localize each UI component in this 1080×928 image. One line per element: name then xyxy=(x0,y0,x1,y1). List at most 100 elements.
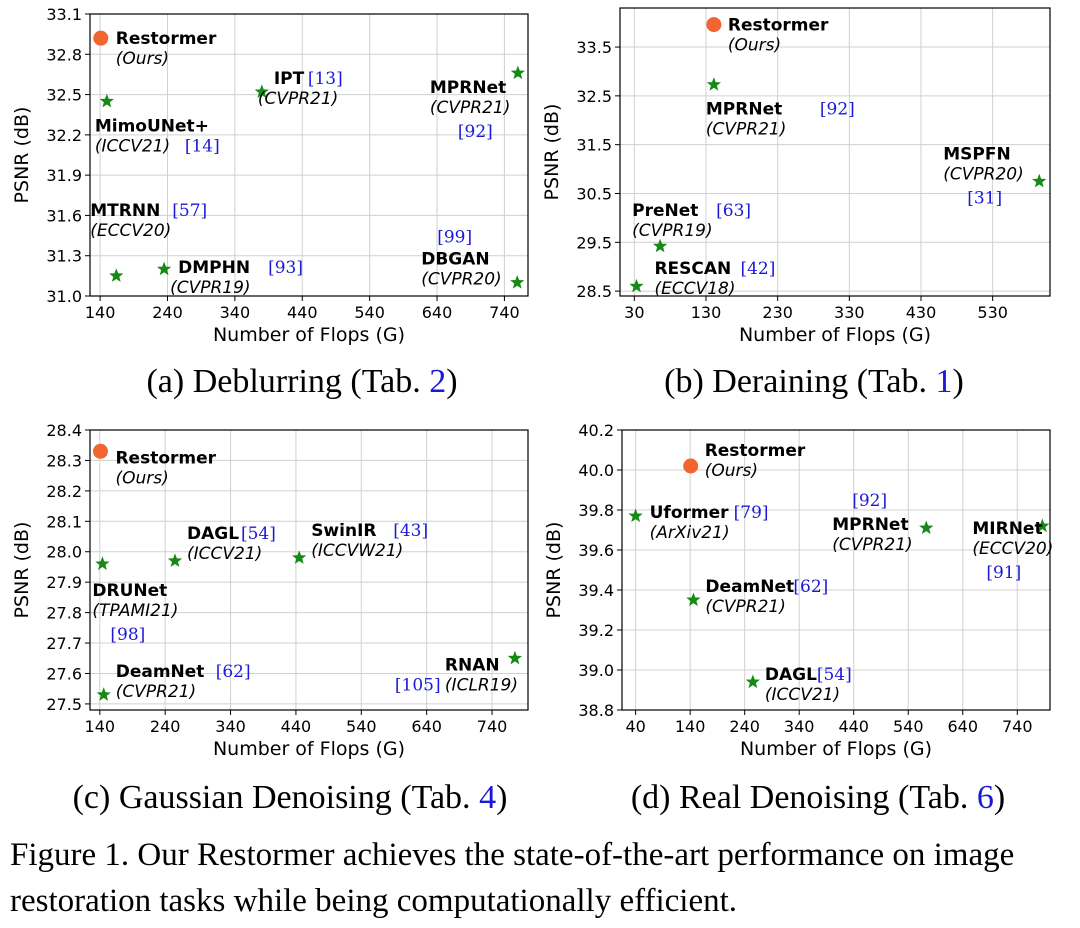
method-point-drunet xyxy=(95,556,110,570)
restormer-point xyxy=(93,30,109,46)
point-venue-label: (ECCV18) xyxy=(654,279,735,299)
method-point-dagl xyxy=(745,674,760,689)
point-citation-label: [98] xyxy=(110,625,145,645)
y-tick-label: 31.3 xyxy=(46,247,82,266)
panel-caption-ref: 1 xyxy=(936,363,953,400)
point-name-label: DeamNet xyxy=(705,577,794,597)
method-point-rescan xyxy=(629,278,644,293)
panel-caption-text: ) xyxy=(953,363,964,400)
method-point-dbgan xyxy=(510,275,525,289)
method-point-uformer xyxy=(628,508,643,523)
panel-b: 30 130 230 330 430 530 28.5 29.5 30.5 31.5 32.5 33.… xyxy=(541,7,1051,400)
y-axis-label: PSNR (dB) xyxy=(543,522,565,619)
point-citation-label: [14] xyxy=(185,136,220,156)
point-name-label: MSPFN xyxy=(943,144,1010,164)
point-citation-label: [99] xyxy=(437,228,472,248)
figure-caption: Figure 1. Our Restormer achieves the sta… xyxy=(10,837,1015,919)
x-tick-label: 240 xyxy=(152,303,183,322)
x-tick-label: 140 xyxy=(85,717,116,736)
x-tick-label: 540 xyxy=(893,717,924,736)
point-citation-label: [63] xyxy=(716,201,751,221)
x-axis-label: Number of Flops (G) xyxy=(739,324,931,346)
point-citation-label: [62] xyxy=(793,577,828,597)
point-citation-label: [92] xyxy=(458,122,493,142)
point-name-label: RESCAN xyxy=(654,259,731,279)
point-name-label: Restormer xyxy=(116,29,217,49)
x-tick-label: 230 xyxy=(762,303,793,322)
x-tick-label: 640 xyxy=(411,717,442,736)
point-venue-label: (CVPR20) xyxy=(421,270,501,290)
y-tick-label: 28.4 xyxy=(46,421,82,440)
y-tick-label: 33.5 xyxy=(576,38,612,57)
point-venue-label: (Ours) xyxy=(116,49,169,69)
point-name-label: RNAN xyxy=(445,655,500,675)
y-tick-label: 39.0 xyxy=(578,661,614,680)
y-tick-label: 40.2 xyxy=(578,421,614,440)
y-tick-label: 27.9 xyxy=(46,573,82,592)
method-point-rnan xyxy=(507,650,523,665)
point-venue-label: (CVPR19) xyxy=(170,278,250,298)
point-name-label: MIRNet xyxy=(972,519,1042,539)
panel-caption-ref: 4 xyxy=(479,779,496,816)
point-citation-label: [42] xyxy=(740,259,775,279)
point-citation-label: [62] xyxy=(216,662,251,682)
y-tick-label: 28.0 xyxy=(46,543,82,562)
y-tick-label: 31.5 xyxy=(576,136,612,155)
point-name-label: MTRNN xyxy=(90,201,160,221)
point-venue-label: (ICCV21) xyxy=(187,544,262,564)
method-point-ipt xyxy=(254,84,269,98)
point-citation-label: [79] xyxy=(734,503,769,523)
panel-caption-ref: 2 xyxy=(429,363,446,400)
x-tick-label: 540 xyxy=(346,717,377,736)
point-name-label: Restormer xyxy=(115,448,216,468)
point-citation-label: [92] xyxy=(820,100,855,120)
grid xyxy=(620,8,1050,296)
x-tick-label: 740 xyxy=(489,303,520,322)
point-venue-label: (CVPR21) xyxy=(430,98,510,118)
axes-frame xyxy=(621,429,1051,711)
x-tick-label: 140 xyxy=(675,717,706,736)
method-point-mprnet xyxy=(510,65,526,80)
point-citation-label: [92] xyxy=(852,491,887,511)
x-tick-label: 340 xyxy=(784,717,815,736)
grid xyxy=(90,13,528,297)
y-tick-label: 32.5 xyxy=(576,87,612,106)
y-tick-label: 32.2 xyxy=(46,126,82,145)
x-tick-label: 240 xyxy=(150,717,181,736)
panel-a: 140 240 340 440 540 640 740 31.0 31.3 31.6 31.9 32.… xyxy=(11,5,529,400)
x-axis-label: Number of Flops (G) xyxy=(213,738,405,760)
x-tick-label: 130 xyxy=(691,303,722,322)
y-tick-label: 28.5 xyxy=(576,282,612,301)
x-tick-label: 530 xyxy=(977,303,1008,322)
point-name-label: Uformer xyxy=(650,503,730,523)
y-tick-label: 27.6 xyxy=(46,664,82,683)
panel-caption-text: ) xyxy=(446,363,457,400)
point-venue-label: (ICCV21) xyxy=(765,685,840,705)
x-tick-label: 740 xyxy=(477,717,508,736)
point-name-label: DRUNet xyxy=(92,581,167,601)
point-name-label: PreNet xyxy=(632,201,698,221)
point-name-label: Restormer xyxy=(728,16,829,36)
point-name-label: MPRNet xyxy=(832,515,908,535)
point-venue-label: (CVPR21) xyxy=(832,535,912,555)
x-tick-label: 340 xyxy=(215,717,246,736)
method-point-mimounet+ xyxy=(99,93,114,108)
point-venue-label: (TPAMI21) xyxy=(92,601,178,621)
point-venue-label: (CVPR21) xyxy=(705,597,785,617)
x-tick-label: 740 xyxy=(1002,717,1033,736)
y-tick-label: 39.8 xyxy=(578,501,614,520)
y-tick-label: 28.1 xyxy=(46,512,82,531)
point-citation-label: [93] xyxy=(268,258,303,278)
point-citation-label: [105] xyxy=(395,675,441,695)
point-citation-label: [91] xyxy=(986,563,1021,583)
panel-caption-text: (c) Gaussian Denoising (Tab. xyxy=(73,779,479,816)
x-tick-label: 440 xyxy=(838,717,869,736)
point-venue-label: (ArXiv21) xyxy=(650,523,730,543)
method-point-dagl xyxy=(167,553,183,567)
point-name-label: DMPHN xyxy=(178,258,250,278)
point-venue-label: (ICCVW21) xyxy=(311,541,403,561)
point-name-label: SwinIR xyxy=(311,521,376,541)
panel-c: 140 240 340 440 540 640 740 27.5 27.6 27.7 27.8 27.… xyxy=(11,421,529,816)
y-axis-label: PSNR (dB) xyxy=(11,522,33,619)
